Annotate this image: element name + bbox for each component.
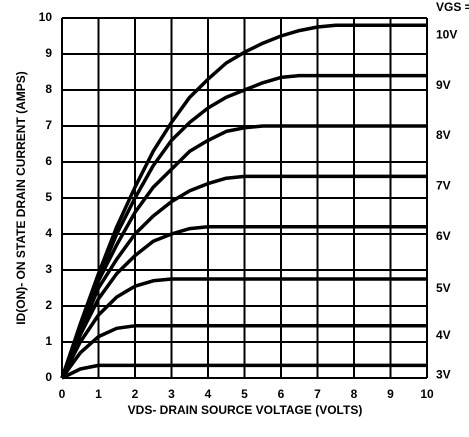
series-label: 10V (436, 27, 457, 41)
curve (60, 324, 427, 380)
x-tick-label: 4 (205, 387, 212, 401)
x-tick-label: 3 (168, 387, 175, 401)
curve (60, 225, 427, 379)
series-label: 3V (436, 368, 451, 382)
series-label: 5V (436, 281, 451, 295)
curve (60, 124, 427, 379)
curve (60, 277, 427, 379)
y-axis-label: ID(ON)- ON STATE DRAIN CURRENT (AMPS) (14, 71, 28, 325)
y-tick-label: 9 (45, 46, 52, 60)
legend-title: VGS = (436, 0, 469, 14)
curve (61, 363, 427, 380)
x-tick-label: 6 (278, 387, 285, 401)
series-label: 6V (436, 229, 451, 243)
series-label: 4V (436, 328, 451, 342)
x-tick-label: 1 (95, 387, 102, 401)
y-tick-label: 5 (45, 190, 52, 204)
y-tick-label: 0 (45, 370, 52, 384)
x-axis-label: VDS- DRAIN SOURCE VOLTAGE (VOLTS) (128, 403, 363, 417)
series-label: 9V (436, 78, 451, 92)
y-tick-label: 3 (45, 262, 52, 276)
series-label: 7V (436, 179, 451, 193)
y-tick-label: 10 (39, 10, 53, 24)
y-tick-label: 6 (45, 154, 52, 168)
curve (60, 73, 427, 379)
series-label: 8V (436, 128, 451, 142)
y-tick-label: 8 (45, 82, 52, 96)
curve (60, 23, 427, 379)
x-tick-label: 7 (314, 387, 321, 401)
x-tick-label: 8 (351, 387, 358, 401)
x-tick-label: 0 (59, 387, 66, 401)
y-tick-label: 1 (45, 334, 52, 348)
y-tick-label: 2 (45, 298, 52, 312)
curve (60, 174, 427, 379)
y-tick-label: 7 (45, 118, 52, 132)
x-tick-label: 9 (387, 387, 394, 401)
x-tick-label: 5 (241, 387, 248, 401)
x-tick-label: 10 (420, 387, 434, 401)
y-tick-label: 4 (45, 226, 52, 240)
x-tick-label: 2 (132, 387, 139, 401)
